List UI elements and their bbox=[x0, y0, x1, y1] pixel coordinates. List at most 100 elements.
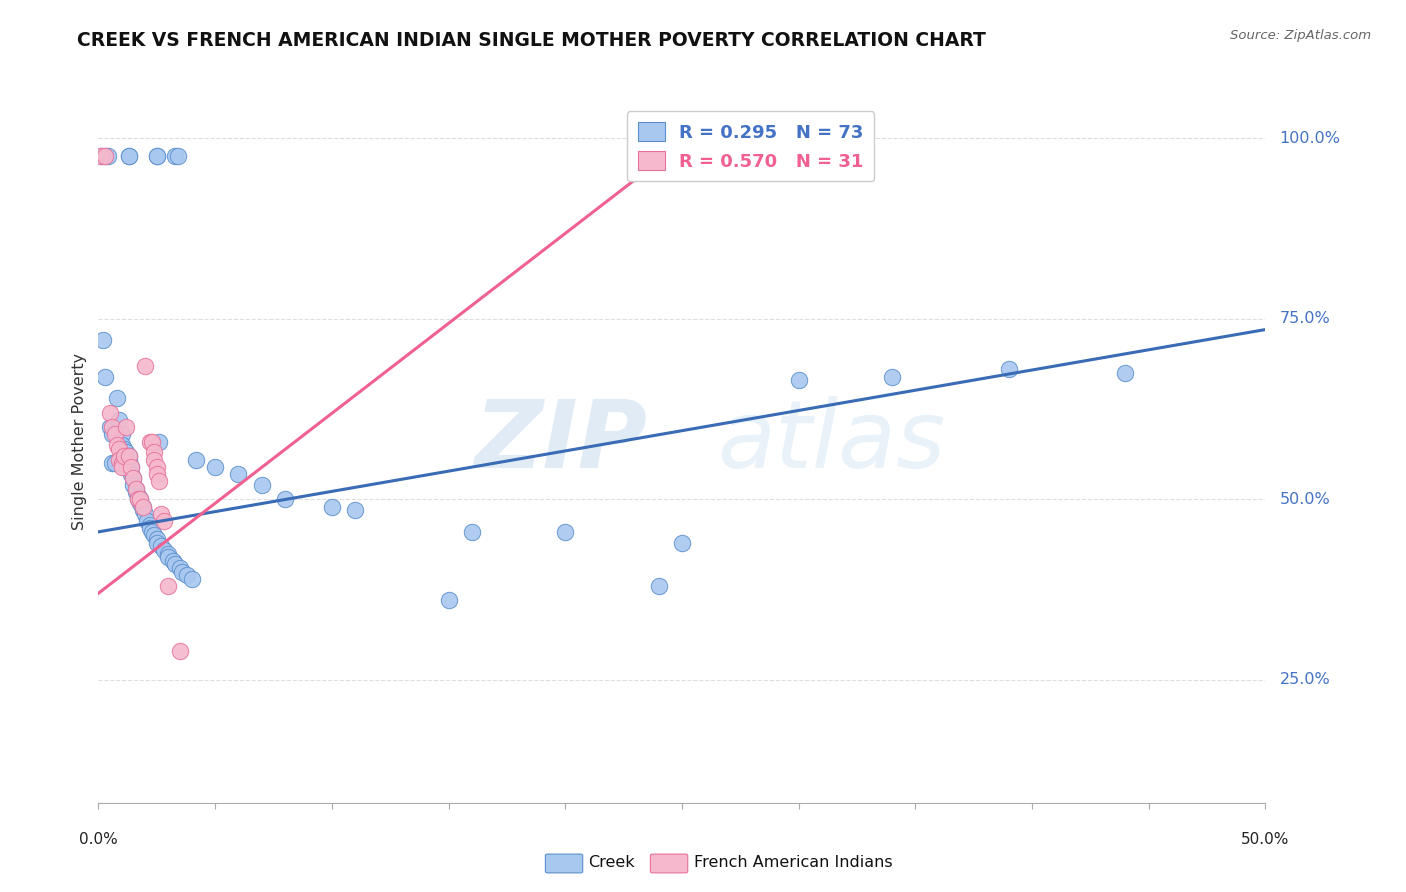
Point bbox=[111, 427, 134, 442]
Point bbox=[157, 547, 180, 561]
Text: atlas: atlas bbox=[717, 396, 945, 487]
FancyBboxPatch shape bbox=[651, 855, 688, 873]
Point bbox=[98, 420, 121, 434]
FancyBboxPatch shape bbox=[546, 855, 582, 873]
Point bbox=[321, 500, 343, 514]
Text: 0.0%: 0.0% bbox=[79, 831, 118, 847]
Text: ZIP: ZIP bbox=[474, 395, 647, 488]
Legend: R = 0.295   N = 73, R = 0.570   N = 31: R = 0.295 N = 73, R = 0.570 N = 31 bbox=[627, 111, 875, 181]
Point bbox=[98, 406, 121, 420]
Point bbox=[101, 456, 124, 470]
Point bbox=[108, 413, 131, 427]
Point bbox=[143, 445, 166, 459]
Point bbox=[90, 149, 112, 163]
Point bbox=[118, 149, 141, 163]
Point bbox=[152, 542, 174, 557]
Point bbox=[157, 550, 180, 565]
Point bbox=[125, 485, 148, 500]
Point bbox=[169, 644, 191, 658]
Text: 50.0%: 50.0% bbox=[1241, 831, 1289, 847]
Point bbox=[129, 496, 152, 510]
Point bbox=[176, 568, 198, 582]
Point bbox=[461, 524, 484, 539]
Point bbox=[162, 554, 184, 568]
Point bbox=[146, 535, 169, 549]
Point bbox=[150, 539, 173, 553]
Point bbox=[111, 456, 134, 470]
Point bbox=[134, 359, 156, 373]
Text: 50.0%: 50.0% bbox=[1279, 491, 1330, 507]
Point bbox=[120, 459, 142, 474]
Point bbox=[146, 149, 169, 163]
Point bbox=[101, 420, 124, 434]
Point bbox=[127, 492, 149, 507]
Point bbox=[139, 517, 162, 532]
Point bbox=[132, 503, 155, 517]
Point bbox=[115, 449, 138, 463]
Point bbox=[112, 449, 135, 463]
Point bbox=[141, 524, 163, 539]
Point bbox=[152, 514, 174, 528]
Point bbox=[204, 459, 226, 474]
Point bbox=[165, 558, 187, 572]
Point bbox=[104, 456, 127, 470]
Text: 75.0%: 75.0% bbox=[1279, 311, 1330, 326]
Point bbox=[139, 434, 162, 449]
Point bbox=[146, 532, 169, 546]
Point bbox=[880, 369, 903, 384]
Text: Source: ZipAtlas.com: Source: ZipAtlas.com bbox=[1230, 29, 1371, 42]
Point bbox=[166, 149, 188, 163]
Point bbox=[105, 391, 128, 405]
Point bbox=[136, 514, 159, 528]
Point bbox=[91, 334, 114, 348]
Point bbox=[437, 593, 460, 607]
Point bbox=[118, 456, 141, 470]
Point bbox=[94, 369, 117, 384]
Point bbox=[129, 492, 152, 507]
Point bbox=[146, 467, 169, 481]
Point bbox=[132, 500, 155, 514]
Point bbox=[129, 492, 152, 507]
Point bbox=[118, 449, 141, 463]
Text: 25.0%: 25.0% bbox=[1279, 673, 1330, 688]
Point bbox=[143, 528, 166, 542]
Point bbox=[165, 149, 187, 163]
Point bbox=[94, 149, 117, 163]
Text: French American Indians: French American Indians bbox=[693, 855, 893, 871]
Point bbox=[111, 438, 134, 452]
Text: CREEK VS FRENCH AMERICAN INDIAN SINGLE MOTHER POVERTY CORRELATION CHART: CREEK VS FRENCH AMERICAN INDIAN SINGLE M… bbox=[77, 31, 986, 50]
Point bbox=[105, 438, 128, 452]
Point bbox=[120, 467, 142, 481]
Point bbox=[671, 535, 693, 549]
Point bbox=[344, 503, 367, 517]
Point bbox=[115, 445, 138, 459]
Point bbox=[787, 373, 810, 387]
Point bbox=[139, 521, 162, 535]
Point bbox=[132, 500, 155, 514]
Point bbox=[180, 572, 202, 586]
Point bbox=[143, 452, 166, 467]
Point bbox=[1114, 366, 1136, 380]
Point bbox=[104, 427, 127, 442]
Point bbox=[90, 149, 112, 163]
Point bbox=[125, 482, 148, 496]
Point bbox=[108, 442, 131, 456]
Point bbox=[94, 149, 117, 163]
Point bbox=[150, 507, 173, 521]
Point bbox=[118, 452, 141, 467]
Point bbox=[112, 442, 135, 456]
Point bbox=[186, 452, 208, 467]
Point bbox=[101, 427, 124, 442]
Point bbox=[146, 149, 169, 163]
Point bbox=[228, 467, 250, 481]
Point bbox=[122, 470, 145, 484]
Point bbox=[157, 579, 180, 593]
Y-axis label: Single Mother Poverty: Single Mother Poverty bbox=[72, 353, 87, 530]
Point bbox=[111, 459, 134, 474]
Point bbox=[141, 434, 163, 449]
Point bbox=[115, 420, 138, 434]
Point bbox=[127, 489, 149, 503]
Text: 100.0%: 100.0% bbox=[1279, 130, 1340, 145]
Point bbox=[146, 459, 169, 474]
Point bbox=[554, 524, 576, 539]
